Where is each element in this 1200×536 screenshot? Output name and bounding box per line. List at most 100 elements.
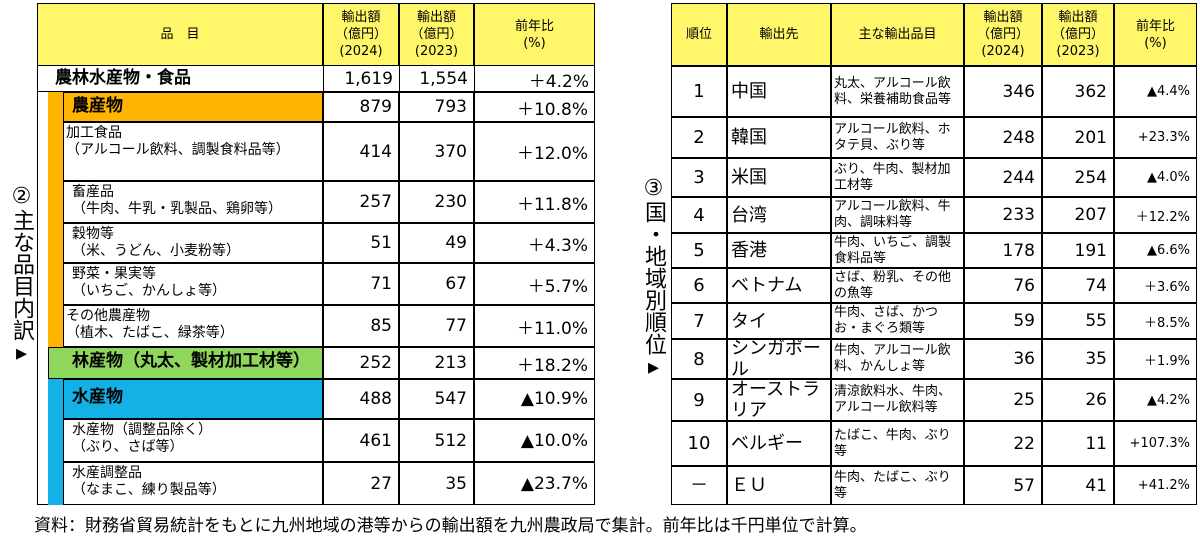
value-2024: 248 [964, 117, 1042, 158]
rank-cell: 8 [671, 339, 727, 379]
value-2023: 547 [399, 379, 474, 419]
value-2024: 879 [323, 92, 399, 122]
destination-cell: 台湾 [727, 197, 831, 233]
main-items-cell: さば、粉乳、その他の魚等 [831, 268, 964, 303]
destination-cell: オーストラリア [727, 379, 831, 421]
value-2023: 35 [1042, 339, 1114, 379]
value-2024: 252 [323, 347, 399, 379]
row-label: 水産調整品 （なまこ、練り製品等） [72, 465, 226, 498]
value-2024: 85 [323, 305, 399, 347]
value-yoy: ▲10.0% [474, 419, 595, 462]
rank-cell: 6 [671, 268, 727, 303]
destination-cell: 韓国 [727, 117, 831, 158]
value-2024: 257 [323, 181, 399, 223]
value-2023: 254 [1042, 158, 1114, 197]
value-yoy: +41.2% [1114, 466, 1197, 505]
value-yoy: ＋12.2% [1114, 197, 1197, 233]
rank-cell: 4 [671, 197, 727, 233]
value-2023: 1,554 [399, 66, 474, 92]
left-header-2023: 輸出額 （億円） (2023) [399, 3, 474, 66]
row-label: 加工食品 （アルコール飲料、調製食料品等） [66, 125, 290, 158]
value-2024: 178 [964, 233, 1042, 268]
destination-cell: タイ [727, 303, 831, 339]
value-yoy: ▲23.7% [474, 462, 595, 505]
value-2023: 370 [399, 122, 474, 181]
value-2023: 74 [1042, 268, 1114, 303]
value-2023: 512 [399, 419, 474, 462]
destination-cell: シンガポール [727, 338, 831, 380]
main-items-cell: 牛肉、たばこ、ぶり等 [831, 466, 964, 505]
destination-cell: ベトナム [727, 268, 831, 303]
rank-cell: － [671, 466, 727, 505]
value-2024: 233 [964, 197, 1042, 233]
value-2024: 51 [323, 223, 399, 263]
value-2023: 201 [1042, 117, 1114, 158]
value-2024: 22 [964, 421, 1042, 466]
value-2023: 77 [399, 305, 474, 347]
subrow-box [63, 122, 323, 181]
right-header-2024: 輸出額 （億円） (2024) [964, 3, 1042, 66]
right-header-rank: 順位 [671, 3, 727, 66]
value-yoy: ＋18.2% [474, 347, 595, 379]
destination-cell: 中国 [727, 66, 831, 117]
category-band-fish [63, 379, 323, 419]
category-band-forest [48, 347, 323, 379]
value-yoy: ＋10.8% [474, 92, 595, 122]
footnote: 資料：財務省貿易統計をもとに九州地域の港等からの輸出額を九州農政局で集計。前年比… [34, 516, 867, 536]
main-items-cell: 牛肉、いちご、調製食料品等 [831, 233, 964, 268]
subrow-box [63, 263, 323, 305]
right-header-items: 主な輸出品目 [831, 3, 964, 66]
left-header-yoy: 前年比 (%) [474, 3, 595, 66]
rank-cell: 10 [671, 421, 727, 466]
value-2023: 362 [1042, 66, 1114, 117]
section-label-countries: ③国・地域別順位▸ [641, 176, 666, 380]
value-2023: 49 [399, 223, 474, 263]
main-items-cell: アルコール飲料、ホタテ貝、ぶり等 [831, 117, 964, 158]
main-items-cell: アルコール飲料、牛肉、調味料等 [831, 197, 964, 233]
value-yoy: ＋3.6% [1114, 268, 1197, 303]
rank-cell: 1 [671, 66, 727, 117]
value-2023: 207 [1042, 197, 1114, 233]
row-label: 穀物等 （米、うどん、小麦粉等） [72, 226, 240, 259]
value-yoy: ＋8.5% [1114, 303, 1197, 339]
main-items-cell: 牛肉、さば、かつお・まぐろ類等 [831, 303, 964, 339]
rank-cell: 2 [671, 117, 727, 158]
main-items-cell: 丸太、アルコール飲料、栄養補助食品等 [831, 66, 964, 117]
subrow-box [63, 462, 323, 505]
section-label-items: ②主な品目内訳▸ [9, 184, 34, 366]
rank-cell: 5 [671, 233, 727, 268]
value-2024: 414 [323, 122, 399, 181]
value-yoy: ＋4.2% [474, 66, 595, 92]
destination-cell: 米国 [727, 158, 831, 197]
value-2024: 461 [323, 419, 399, 462]
value-2024: 488 [323, 379, 399, 419]
value-2023: 230 [399, 181, 474, 223]
main-items-cell: 清涼飲料水、牛肉、アルコール飲料等 [831, 379, 964, 421]
value-2023: 67 [399, 263, 474, 305]
value-yoy: ＋1.9% [1114, 339, 1197, 379]
subrow-box [63, 305, 323, 347]
fish-color-bar [48, 379, 63, 505]
rank-cell: 7 [671, 303, 727, 339]
right-header-2023: 輸出額 （億円） (2023) [1042, 3, 1114, 66]
row-label: 林産物（丸太、製材加工材等） [72, 351, 310, 371]
value-2023: 11 [1042, 421, 1114, 466]
value-yoy: ▲6.6% [1114, 233, 1197, 268]
value-2023: 41 [1042, 466, 1114, 505]
value-yoy: ▲4.2% [1114, 379, 1197, 421]
row-label: その他農産物 （植木、たばこ、緑茶等） [66, 308, 234, 341]
value-yoy: +107.3% [1114, 421, 1197, 466]
main-items-cell: ぶり、牛肉、製材加工材等 [831, 158, 964, 197]
value-yoy: +23.3% [1114, 117, 1197, 158]
rank-cell: 3 [671, 158, 727, 197]
left-row-total [37, 66, 595, 92]
value-yoy: ▲10.9% [474, 379, 595, 419]
category-band-agri [63, 92, 323, 122]
row-label: 野菜・果実等 （いちご、かんしょ等） [72, 266, 226, 299]
right-header-yoy: 前年比 (%) [1114, 3, 1197, 66]
value-2024: 1,619 [323, 66, 399, 92]
value-yoy: ＋5.7% [474, 263, 595, 305]
rank-cell: 9 [671, 379, 727, 421]
value-2023: 55 [1042, 303, 1114, 339]
row-label: 水産物（調整品除く） （ぶり、さば等） [72, 422, 212, 455]
